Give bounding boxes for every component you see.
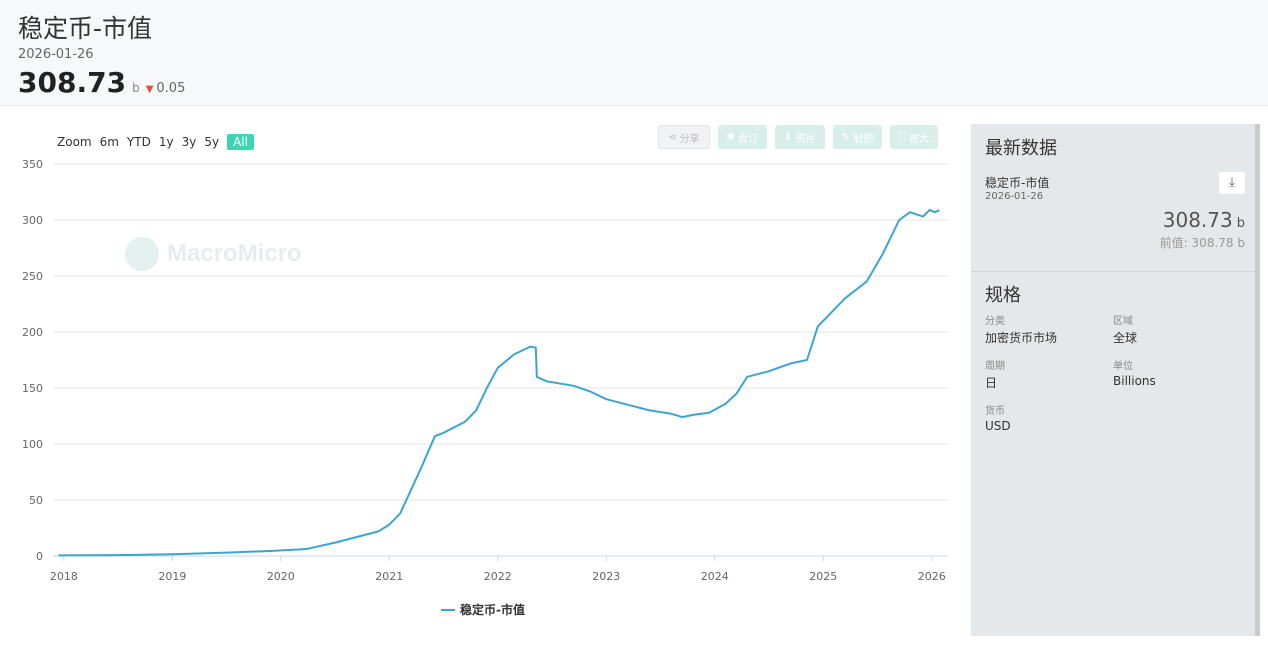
latest-data-heading: 最新数据 <box>985 138 1057 159</box>
zoom-1y-button[interactable]: 1y <box>158 135 174 149</box>
share-button[interactable]: ⋖ 分享 <box>658 125 710 149</box>
down-triangle-icon: ▼ <box>145 84 154 95</box>
line-chart: 0 50 100 150 200 250 300 350 2018 2019 2020 2021 202… <box>22 158 948 583</box>
chart-area: MacroMicro 0 50 100 150 200 250 300 350 2018 2019… <box>0 107 965 665</box>
x-tick-label: 2021 <box>375 570 403 583</box>
spec-currency: 货币 USD <box>985 406 1011 433</box>
y-tick-label: 250 <box>22 270 43 283</box>
header-date: 2026-01-26 <box>18 47 94 62</box>
legend-label: 稳定币-市值 <box>460 603 525 617</box>
x-tick-label: 2022 <box>484 570 512 583</box>
chart-toolbar: ⋖ 分享 ✱ 会订 ⬇ 图片 ✎ 制图 ⛶ 放大 <box>650 125 939 149</box>
gear-icon: ✱ <box>726 131 739 143</box>
watermark-text: MacroMicro <box>167 240 302 267</box>
y-tick-label: 300 <box>22 214 43 227</box>
x-tick-label: 2023 <box>592 570 620 583</box>
legend-line-icon <box>441 608 455 611</box>
share-icon: ⋖ <box>668 131 680 143</box>
y-tick-label: 50 <box>29 494 43 507</box>
image-button[interactable]: ⬇ 图片 <box>775 125 825 149</box>
spec-category: 分类 加密货币市场 <box>985 316 1058 345</box>
draw-button[interactable]: ✎ 制图 <box>832 125 883 149</box>
x-tick-label: 2026 <box>918 570 946 583</box>
zoom-ytd-button[interactable]: YTD <box>126 135 151 149</box>
spec-heading: 规格 <box>985 285 1021 306</box>
x-tick-label: 2025 <box>809 570 837 583</box>
x-tick-label: 2020 <box>267 570 295 583</box>
y-tick-label: 0 <box>36 550 43 563</box>
subscribe-button[interactable]: ✱ 会订 <box>717 125 768 149</box>
download-button[interactable]: ⤓ <box>1219 172 1245 194</box>
watermark: MacroMicro <box>125 237 302 271</box>
y-tick-label: 150 <box>22 382 43 395</box>
macromicro-logo-icon <box>125 237 159 271</box>
expand-button[interactable]: ⛶ 放大 <box>890 125 939 149</box>
download-icon: ⬇ <box>784 131 796 143</box>
expand-icon: ⛶ <box>899 131 910 143</box>
zoom-5y-button[interactable]: 5y <box>204 135 220 149</box>
sidebar: 最新数据 稳定币-市值 2026-01-26 ⤓ 308.73 b 前值: 308… <box>971 124 1260 636</box>
spec-unit: 单位 Billions <box>1113 361 1156 388</box>
spec-period: 周期 日 <box>985 361 1005 390</box>
zoom-3y-button[interactable]: 3y <box>181 135 197 149</box>
previous-value: 前值: 308.78 b <box>1159 236 1245 250</box>
value-row: 308.73 b ▼ 0.05 <box>18 66 185 99</box>
zoom-all-button[interactable]: All <box>227 134 254 150</box>
zoom-label: Zoom <box>57 135 92 149</box>
page-title: 稳定币-市值 <box>18 14 153 43</box>
series-date: 2026-01-26 <box>985 191 1044 202</box>
value-unit: b <box>132 81 140 95</box>
x-tick-label: 2024 <box>701 570 729 583</box>
y-tick-label: 200 <box>22 326 43 339</box>
series-line <box>58 208 940 557</box>
value-change: ▼ 0.05 <box>146 81 186 96</box>
latest-value: 308.73 b <box>1162 208 1245 232</box>
pencil-icon: ✎ <box>841 131 854 143</box>
sidebar-scrollbar[interactable] <box>1255 124 1260 636</box>
zoom-6m-button[interactable]: 6m <box>99 135 119 149</box>
zoom-bar: Zoom 6m YTD 1y 3y 5y All <box>57 134 262 150</box>
y-tick-label: 350 <box>22 158 43 171</box>
header: 稳定币-市值 2026-01-26 308.73 b ▼ 0.05 <box>0 0 1268 106</box>
x-tick-label: 2018 <box>50 570 78 583</box>
series-name: 稳定币-市值 <box>985 176 1050 190</box>
divider <box>971 271 1255 272</box>
x-tick-label: 2019 <box>158 570 186 583</box>
download-arrow-icon: ⤓ <box>1229 175 1235 190</box>
chart-legend[interactable]: 稳定币-市值 <box>441 601 525 618</box>
change-value: 0.05 <box>156 81 186 96</box>
y-tick-label: 100 <box>22 438 43 451</box>
current-value: 308.73 <box>18 66 127 99</box>
spec-region: 区域 全球 <box>1113 316 1138 345</box>
